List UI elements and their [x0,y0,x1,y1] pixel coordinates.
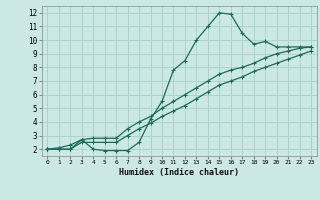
X-axis label: Humidex (Indice chaleur): Humidex (Indice chaleur) [119,168,239,177]
